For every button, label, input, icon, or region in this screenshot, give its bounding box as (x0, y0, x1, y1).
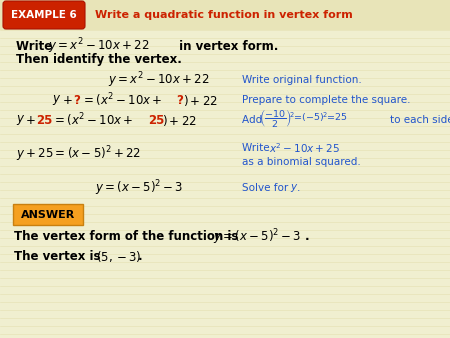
Text: 25: 25 (36, 114, 52, 126)
Text: Add: Add (242, 115, 266, 125)
Text: $y = (x - 5)^2 - 3$: $y = (x - 5)^2 - 3$ (95, 178, 183, 198)
Text: Write: Write (242, 143, 273, 153)
Text: Write: Write (16, 40, 56, 52)
Text: 25: 25 (148, 114, 164, 126)
Text: $y$: $y$ (290, 182, 298, 194)
Text: $y = x^2 - 10x + 22$: $y = x^2 - 10x + 22$ (108, 70, 209, 90)
Text: ?: ? (73, 94, 80, 106)
FancyBboxPatch shape (3, 1, 85, 29)
Text: Prepare to complete the square.: Prepare to complete the square. (242, 95, 410, 105)
Text: ANSWER: ANSWER (21, 210, 75, 219)
Text: $= (x^2 - 10x +$: $= (x^2 - 10x +$ (52, 111, 133, 129)
Text: The vertex is: The vertex is (14, 249, 104, 263)
Text: .: . (297, 183, 301, 193)
FancyBboxPatch shape (13, 204, 83, 225)
Text: $y$: $y$ (52, 93, 61, 107)
Text: Then identify the vertex.: Then identify the vertex. (16, 53, 182, 67)
Text: $y = x^2 - 10x + 22$: $y = x^2 - 10x + 22$ (48, 36, 149, 56)
Text: $= (x^2 - 10x +$: $= (x^2 - 10x +$ (81, 91, 162, 109)
Text: as a binomial squared.: as a binomial squared. (242, 157, 361, 167)
Text: EXAMPLE 6: EXAMPLE 6 (11, 10, 77, 21)
Text: The vertex form of the function is: The vertex form of the function is (14, 231, 243, 243)
Text: $y + 25 = (x - 5)^2 + 22$: $y + 25 = (x - 5)^2 + 22$ (16, 144, 141, 164)
Text: $) + 22$: $) + 22$ (183, 93, 218, 107)
Text: $x^2 - 10x + 25$: $x^2 - 10x + 25$ (269, 141, 340, 155)
Text: $y$: $y$ (16, 113, 25, 127)
Text: Write a quadratic function in vertex form: Write a quadratic function in vertex for… (95, 10, 353, 21)
Text: $+ $: $+ $ (62, 94, 72, 106)
Text: ?: ? (176, 94, 183, 106)
Text: +: + (26, 114, 40, 126)
Text: Write original function.: Write original function. (242, 75, 362, 85)
Text: $) + 22$: $) + 22$ (162, 113, 197, 127)
Text: to each side.: to each side. (390, 115, 450, 125)
FancyBboxPatch shape (0, 0, 450, 30)
Text: $(5, -3)$: $(5, -3)$ (96, 248, 142, 264)
Text: .: . (305, 231, 310, 243)
Text: .: . (138, 249, 143, 263)
Text: in vertex form.: in vertex form. (175, 40, 279, 52)
Text: $y = (x - 5)^2 - 3$: $y = (x - 5)^2 - 3$ (213, 227, 302, 247)
Text: $\left(\dfrac{-10}{2}\right)^{\!2}\!\!=\!(-5)^2\!\!=\!25$: $\left(\dfrac{-10}{2}\right)^{\!2}\!\!=\… (259, 107, 347, 129)
Text: Solve for: Solve for (242, 183, 292, 193)
